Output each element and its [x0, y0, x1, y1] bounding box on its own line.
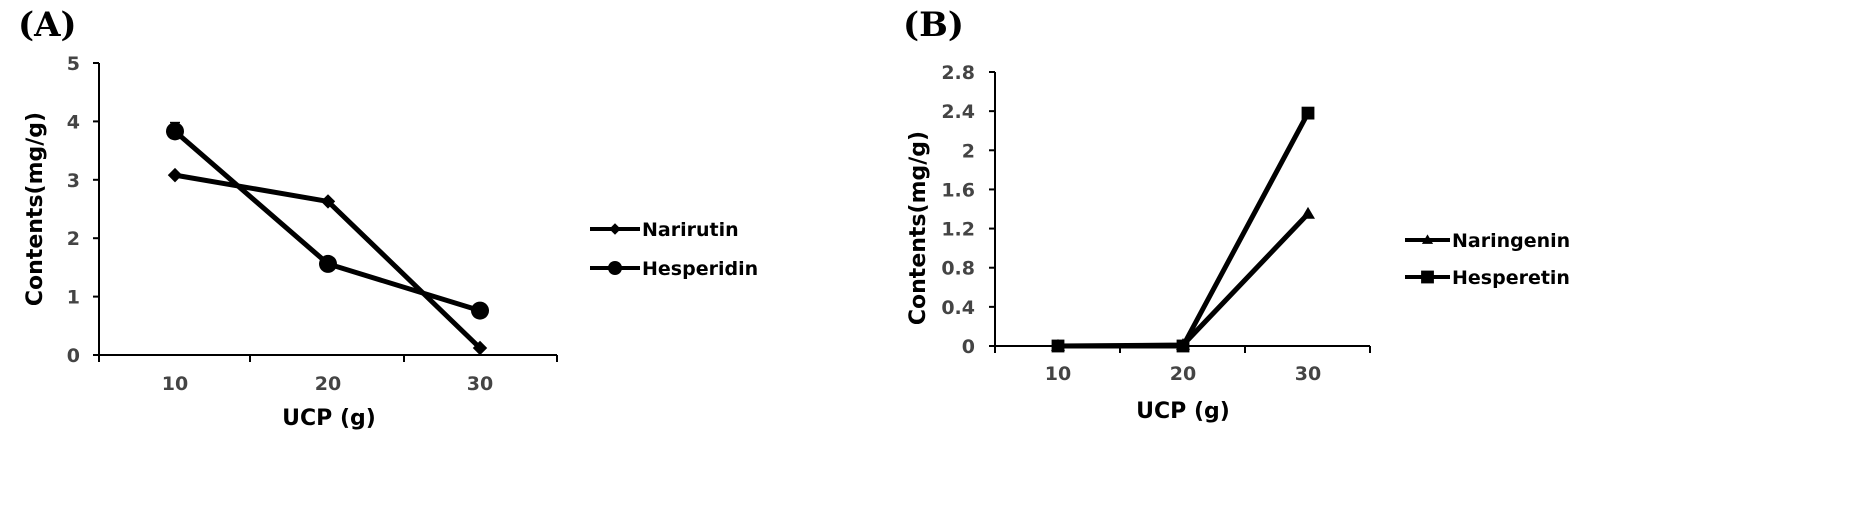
x-tick-label: 10 [1045, 363, 1071, 385]
x-tick-label: 20 [1170, 363, 1196, 385]
data-point-hesperidin [319, 254, 337, 273]
panel-label: (B) [903, 5, 964, 45]
chart-a: (A) 0 1 2 3 4 5 10 20 30 UCP (g) Contents(mg/g) Nari… [18, 5, 758, 431]
x-axis-title: UCP (g) [1136, 399, 1230, 424]
data-point-hesperidin [166, 122, 184, 141]
data-point-naringenin [1301, 206, 1315, 219]
y-tick-label: 1.6 [941, 179, 975, 201]
x-tick-label: 30 [467, 373, 493, 395]
legend-label-naringenin: Naringenin [1452, 230, 1570, 252]
x-tick-label: 20 [315, 373, 341, 395]
x-tick-label: 30 [1295, 363, 1321, 385]
y-tick-label: 3 [67, 170, 80, 192]
panel-label: (A) [18, 5, 77, 45]
data-point-narirutin [167, 167, 183, 183]
y-tick-label: 0 [962, 336, 975, 358]
y-tick-label: 5 [67, 53, 80, 75]
data-point-hesperetin [1051, 339, 1065, 353]
legend-label-hesperidin: Hesperidin [642, 258, 758, 280]
y-tick-label: 0.4 [941, 297, 975, 319]
y-tick-label: 2.4 [941, 101, 975, 123]
y-tick-label: 4 [67, 111, 80, 133]
series-line-naringenin [1057, 212, 1310, 349]
data-point-narirutin [472, 340, 488, 356]
y-tick-label: 2.8 [941, 62, 975, 84]
y-tick-label: 0.8 [941, 258, 975, 280]
data-point-hesperetin [1176, 339, 1190, 353]
data-point-hesperetin [1301, 106, 1315, 120]
legend-label-hesperetin: Hesperetin [1452, 267, 1570, 289]
legend-label-narirutin: Narirutin [642, 219, 739, 241]
y-axis-title: Contents(mg/g) [23, 112, 48, 306]
y-tick-label: 0 [67, 345, 80, 367]
data-point-hesperidin [471, 301, 489, 320]
legend-marker-narirutin [609, 223, 621, 235]
chart-b: (B) 0 0.4 0.8 1.2 1.6 2 2.4 2.8 10 20 30 UCP (g) Cont… [903, 5, 1570, 424]
y-tick-label: 2 [67, 228, 80, 250]
data-point-narirutin [320, 194, 336, 209]
y-tick-label: 2 [962, 140, 975, 162]
legend-marker-hesperetin [1421, 270, 1434, 284]
series-line-hesperidin [173, 129, 481, 314]
x-tick-label: 10 [162, 373, 188, 395]
y-tick-label: 1.2 [941, 219, 975, 241]
series-line-hesperetin [1058, 111, 1311, 349]
y-tick-label: 1 [67, 287, 80, 309]
y-axis-title: Contents(mg/g) [906, 131, 931, 325]
legend-marker-naringenin [1421, 234, 1434, 244]
legend-marker-hesperidin [608, 261, 622, 275]
x-axis-title: UCP (g) [282, 406, 376, 431]
